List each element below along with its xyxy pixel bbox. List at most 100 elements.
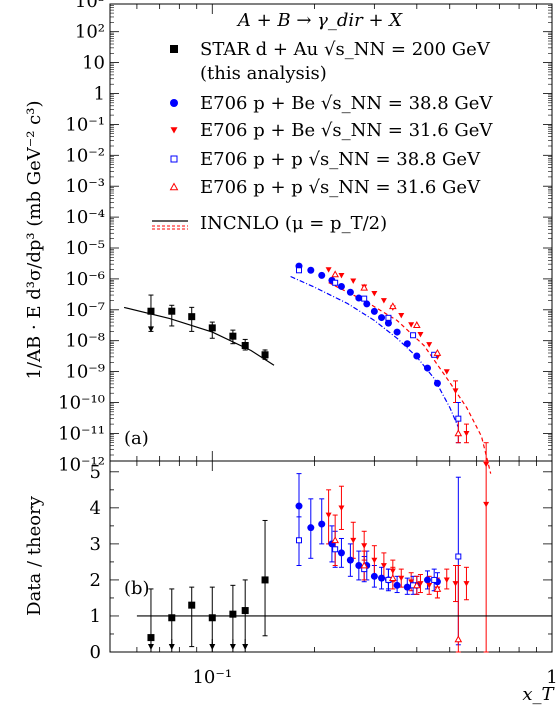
data-marker (168, 307, 176, 315)
data-marker (350, 537, 357, 544)
data-marker (261, 351, 269, 359)
data-marker (410, 332, 417, 339)
data-marker (295, 267, 302, 274)
data-marker (370, 307, 378, 315)
y-tick-label: 10⁻⁷ (65, 300, 105, 321)
panel-label-a: (a) (124, 428, 149, 449)
upper-limit-arrow (229, 644, 236, 650)
data-marker (325, 267, 332, 273)
data-marker (208, 324, 216, 332)
y-tick-label: 10⁻⁵ (65, 238, 105, 259)
legend: STAR d + Au √s_NN = 200 GeV (this analysi… (152, 39, 493, 234)
data-marker (380, 563, 387, 569)
data-marker (325, 512, 332, 519)
legend-label: E706 p + Be √s_NN = 31.6 GeV (200, 120, 493, 141)
data-marker (378, 314, 386, 322)
data-marker (371, 557, 378, 564)
annotations: 1/AB · E d³σ/dp³ (mb GeV⁻² c³) Data / the… (24, 10, 556, 705)
data-marker (241, 341, 249, 349)
y-tick-label: 2 (90, 570, 101, 591)
y-tick-label: 10⁻¹⁰ (58, 393, 105, 414)
upper-limit-arrow (168, 644, 175, 650)
upper-limit-arrow (209, 644, 216, 650)
y-tick-label: 10³ (75, 0, 105, 12)
axis-ticks (109, 4, 553, 653)
data-marker (393, 328, 401, 336)
data-marker (483, 461, 490, 468)
y-tick-label: 10⁻¹² (58, 454, 105, 475)
data-marker (431, 576, 438, 583)
data-marker (371, 290, 378, 297)
legend-marker (170, 155, 178, 163)
y-tick-label: 10⁻⁶ (65, 269, 105, 290)
data-marker (388, 302, 397, 310)
data-marker (318, 520, 326, 528)
data-marker (388, 574, 397, 582)
data-marker (337, 549, 345, 557)
data-markers (147, 45, 490, 643)
legend-label: (this analysis) (200, 63, 327, 84)
data-marker (385, 314, 392, 321)
data-marker (338, 272, 345, 279)
theory-curve (328, 282, 492, 474)
y-tick-label: 10⁻⁴ (65, 207, 105, 228)
legend-marker (169, 182, 179, 191)
data-marker (331, 536, 340, 544)
data-marker (147, 307, 155, 315)
tick-labels: 10⁻¹² 10⁻¹¹ 10⁻¹⁰ 10⁻⁹ 10⁻⁸ 10⁻⁷ 10⁻⁶ 10⁻⁵ 10⁻⁴ 1… (58, 0, 556, 688)
y-tick-label: 10⁻⁸ (65, 331, 105, 352)
data-marker (408, 322, 415, 328)
data-marker (346, 288, 354, 296)
data-marker (168, 614, 176, 622)
data-marker (331, 270, 340, 278)
data-marker (423, 364, 431, 372)
data-marker (188, 601, 196, 609)
x-tick-label: 10⁻¹ (192, 667, 232, 688)
data-marker (433, 584, 442, 592)
data-marker (355, 294, 363, 302)
data-marker (454, 429, 463, 437)
y-tick-label: 10⁻¹¹ (58, 423, 105, 444)
data-marker (403, 340, 411, 348)
data-marker (398, 312, 405, 319)
legend-marker (170, 45, 178, 53)
upper-limit-arrow (147, 644, 154, 650)
data-marker (241, 607, 249, 615)
x-axis-label: x_T (522, 684, 555, 705)
data-marker (318, 271, 326, 279)
data-marker (229, 332, 237, 340)
data-marker (147, 634, 155, 642)
data-marker (188, 313, 196, 321)
y-axis-label-b: Data / theory (24, 495, 45, 616)
y-tick-label: 1 (90, 606, 101, 627)
data-marker (332, 546, 339, 553)
y-tick-label: 3 (90, 534, 101, 555)
chart-title: A + B → γ_dir + X (236, 10, 403, 31)
y-tick-label: 0 (90, 642, 101, 663)
data-marker (403, 583, 411, 591)
data-marker (412, 321, 421, 328)
legend-label: INCNLO (μ = p_T/2) (200, 213, 387, 234)
data-marker (463, 581, 470, 587)
data-marker (443, 369, 450, 375)
data-marker (463, 431, 470, 437)
legend-label: E706 p + p √s_NN = 31.6 GeV (200, 177, 481, 198)
data-marker (433, 348, 442, 356)
data-marker (417, 331, 424, 338)
y-tick-label: 10⁻¹ (65, 114, 105, 135)
y-axis-label-a: 1/AB · E d³σ/dp³ (mb GeV⁻² c³) (24, 101, 45, 380)
data-marker (384, 319, 392, 327)
legend-label: STAR d + Au √s_NN = 200 GeV (200, 39, 491, 60)
data-marker (433, 379, 441, 387)
data-marker (360, 283, 369, 291)
legend-marker (170, 99, 178, 107)
data-marker (454, 635, 463, 643)
y-tick-label: 5 (90, 462, 101, 483)
data-marker (426, 342, 433, 348)
data-marker (426, 582, 433, 589)
plot-frames (109, 3, 553, 653)
data-marker (307, 524, 315, 532)
upper-limit-arrow (242, 644, 249, 650)
data-marker (295, 502, 303, 510)
